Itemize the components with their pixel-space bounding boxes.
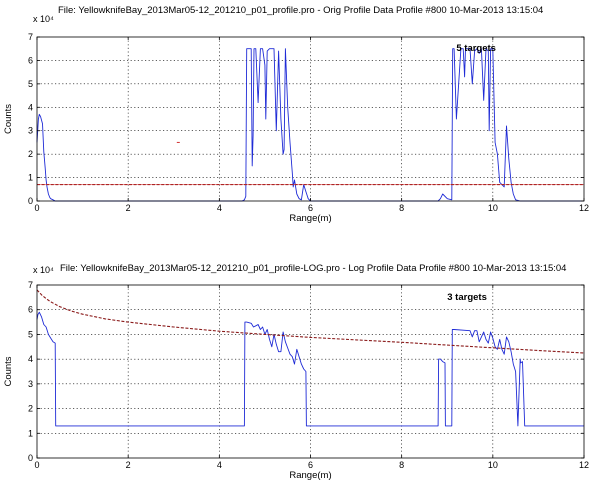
- x-tick-label: 12: [579, 203, 589, 213]
- y-tick-label: 3: [28, 126, 33, 136]
- y-tick-label: 2: [28, 404, 33, 414]
- chart-title: File: YellowknifeBay_2013Mar05-12_201210…: [58, 5, 543, 16]
- x-tick-label: 2: [126, 203, 131, 213]
- y-tick-label: 0: [28, 196, 33, 206]
- y-tick-label: 2: [28, 149, 33, 159]
- y-axis-label: Counts: [3, 356, 14, 386]
- y-tick-label: 7: [28, 280, 33, 290]
- x-tick-label: 4: [217, 460, 222, 470]
- x-tick-label: 4: [217, 203, 222, 213]
- x-tick-label: 10: [488, 203, 498, 213]
- y-tick-label: 6: [28, 305, 33, 315]
- y-tick-label: 4: [28, 354, 33, 364]
- y-tick-label: 3: [28, 379, 33, 389]
- x-tick-label: 6: [308, 203, 313, 213]
- y-tick-label: 5: [28, 329, 33, 339]
- x-tick-label: 2: [126, 460, 131, 470]
- x-tick-label: 6: [308, 460, 313, 470]
- x-axis-label: Range(m): [289, 470, 331, 481]
- y-tick-label: 7: [28, 32, 33, 42]
- y-axis-label: Counts: [3, 104, 14, 134]
- y-tick-label: 4: [28, 102, 33, 112]
- targets-annotation: 5 targets: [456, 43, 496, 54]
- x-tick-label: 8: [399, 460, 404, 470]
- plot-frame: [36, 36, 585, 202]
- y-tick-label: 0: [28, 453, 33, 463]
- x-tick-label: 0: [34, 460, 39, 470]
- targets-annotation: 3 targets: [447, 292, 487, 303]
- x-tick-label: 8: [399, 203, 404, 213]
- y-exponent-label: x 10⁴: [33, 265, 54, 275]
- y-tick-label: 6: [28, 55, 33, 65]
- y-tick-label: 5: [28, 79, 33, 89]
- x-tick-label: 12: [579, 460, 589, 470]
- x-tick-label: 10: [488, 460, 498, 470]
- x-tick-label: 0: [34, 203, 39, 213]
- y-tick-label: 1: [28, 428, 33, 438]
- x-axis-label: Range(m): [289, 213, 331, 224]
- threshold-line: [36, 289, 585, 354]
- y-tick-label: 1: [28, 173, 33, 183]
- chart-title: File: YellowknifeBay_2013Mar05-12_201210…: [60, 263, 566, 274]
- y-exponent-label: x 10⁴: [33, 14, 54, 24]
